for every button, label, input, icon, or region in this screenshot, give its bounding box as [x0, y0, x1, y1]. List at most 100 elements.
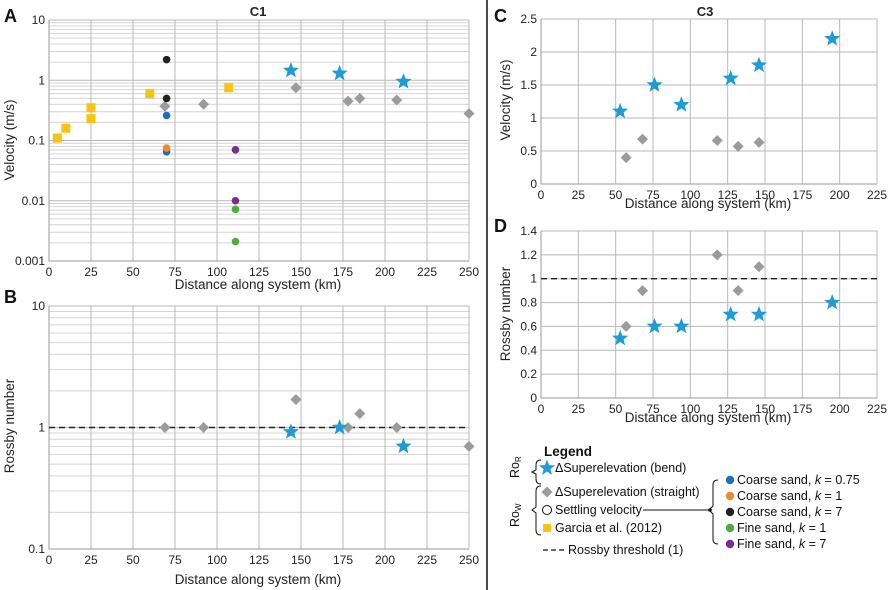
panel-c-star-point [750, 56, 768, 73]
panel-c-ylabel: Velocity (m/s) [498, 59, 513, 140]
panel-d-ytick-label: 0.2 [520, 367, 537, 381]
legend-title: Legend [544, 444, 592, 459]
panel-a-diamond-point [198, 98, 210, 110]
panel-a-circle-point [162, 55, 171, 64]
panel-label-d: D [494, 216, 507, 236]
panel-label-b: B [4, 287, 17, 307]
panel-a-xtick-label: 150 [291, 265, 311, 279]
panel-label-c: C [494, 6, 507, 26]
panel-c-xtick-label: 100 [680, 188, 700, 202]
panel-d-rossby-c3: 0 25 50 75 100 125 150 175 200 225 0 0.2 0.4 0.6 0.8 1 1… [520, 224, 887, 416]
panel-a-xtick-label: 75 [168, 265, 182, 279]
panel-d-ytick-label: 0.6 [520, 319, 537, 333]
panel-a-diamond-point [290, 82, 302, 94]
legend-bend-label: ΔSuperelevation (bend) [555, 461, 686, 475]
panel-d-xtick-label: 150 [755, 402, 775, 416]
panel-c-xtick-label: 0 [538, 188, 545, 202]
panel-b-star-point [331, 419, 348, 435]
panel-d-xtick-label: 125 [718, 402, 738, 416]
panel-c-xtick-label: 75 [646, 188, 660, 202]
panel-a-xtick-label: 0 [46, 265, 53, 279]
panel-d-ytick-label: 0 [530, 391, 537, 405]
panel-d-xtick-label: 225 [867, 402, 887, 416]
panel-a-square-point [61, 123, 71, 133]
panel-a-diamond-point [342, 95, 354, 107]
panel-b-xtick-label: 250 [459, 553, 479, 567]
panel-a-xtick-label: 50 [126, 265, 140, 279]
panel-b-xtick-label: 200 [375, 553, 395, 567]
panel-b-xlabel: Distance along system (km) [175, 572, 342, 587]
panel-a-square-point [52, 133, 62, 143]
panel-a-xtick-label: 25 [84, 265, 98, 279]
panel-a-ytick-label: 1 [38, 73, 45, 87]
panel-a-ytick-label: 0.01 [22, 194, 46, 208]
panel-c-star-point [612, 102, 629, 119]
panel-a-circle-point [231, 146, 240, 154]
panel-c-diamond-point [711, 134, 723, 146]
panel-d-star-point [722, 306, 739, 322]
panel-a-xtick-label: 175 [333, 265, 353, 279]
panel-d-star-point [612, 329, 629, 346]
panel-b-diamond-point [391, 422, 403, 433]
ro-w-bracket [531, 485, 542, 536]
panel-a-square-point [224, 83, 234, 93]
legend-straight-label: ΔSuperelevation (straight) [555, 485, 700, 499]
panel-a-ytick-label: 0.1 [28, 134, 45, 148]
panel-b-rossby-c1: 0 25 50 75 100 125 150 175 200 225 250 0.1 1 10 [28, 299, 479, 567]
panel-a-circle-point [162, 144, 171, 152]
panel-a-velocity-c1: 0 25 50 75 100 125 150 175 200 225 250 0.001 0.01 0.1… [15, 13, 479, 279]
panel-c-ytick-label: 2.5 [520, 12, 537, 26]
panel-b-xtick-label: 75 [168, 553, 182, 567]
panel-b-xtick-label: 225 [417, 553, 437, 567]
panel-d-ytick-label: 1 [530, 272, 537, 286]
panel-b-ytick-label: 0.1 [28, 542, 45, 556]
panel-c-xtick-label: 200 [830, 188, 850, 202]
legend-diamond-icon [541, 486, 553, 498]
panel-a-circle-point [231, 205, 240, 214]
panel-c-star-point [646, 76, 663, 92]
panel-a-circle-point [162, 111, 171, 120]
panel-d-xtick-label: 200 [830, 402, 850, 416]
panel-c-xlabel: Distance along system (km) [625, 196, 792, 211]
panel-d-star-point [824, 294, 841, 310]
panel-b-ytick-label: 1 [38, 421, 45, 435]
panel-d-diamond-point [732, 285, 744, 297]
legend-settling-label: Settling velocity [555, 503, 643, 517]
panel-a-xtick-label: 225 [417, 265, 437, 279]
panel-b-diamond-point [342, 422, 354, 433]
panel-b-diamond-point [159, 422, 171, 433]
legend-bend-marker [538, 459, 556, 475]
panel-c-diamond-point [753, 136, 765, 148]
panel-label-a: A [4, 6, 17, 26]
panel-a-diamond-point [463, 108, 475, 120]
legend-garcia-marker [543, 524, 551, 532]
panel-a-circle-point [231, 196, 240, 205]
panel-d-ytick-label: 0.8 [520, 296, 537, 310]
panel-a-star-point [282, 62, 299, 78]
panel-c-ytick-label: 2 [530, 45, 537, 59]
legend-fine-7-marker [725, 539, 735, 549]
panel-a-diamond-point [354, 92, 366, 104]
panel-d-xtick-label: 0 [538, 402, 545, 416]
panel-a-xtick-label: 100 [207, 265, 227, 279]
panel-a-star-point [331, 64, 348, 81]
legend: Legend RoR RoW ΔSuperelevation (bend) ΔS… [508, 444, 860, 557]
panel-c-star-point [722, 69, 739, 86]
panel-d-diamond-point [711, 249, 723, 261]
panel-a-square-point [86, 103, 96, 113]
panel-a-ylabel: Velocity (m/s) [2, 99, 17, 180]
panel-b-xtick-label: 100 [207, 553, 227, 567]
panel-c-star-point [673, 96, 690, 112]
panel-a-ytick-label: 0.001 [15, 254, 45, 268]
panel-a-square-point [145, 89, 155, 99]
panel-b-diamond-point [290, 394, 302, 406]
legend-straight-marker [541, 486, 553, 498]
panel-d-ylabel: Rossby number [498, 266, 513, 361]
panel-c-star-point [824, 30, 841, 46]
panel-a-star-point [395, 73, 412, 89]
panel-b-xtick-label: 150 [291, 553, 311, 567]
panel-d-ytick-label: 0.4 [520, 343, 537, 357]
panel-c-ytick-label: 0.5 [520, 144, 537, 158]
panel-a-square-point [86, 114, 96, 124]
